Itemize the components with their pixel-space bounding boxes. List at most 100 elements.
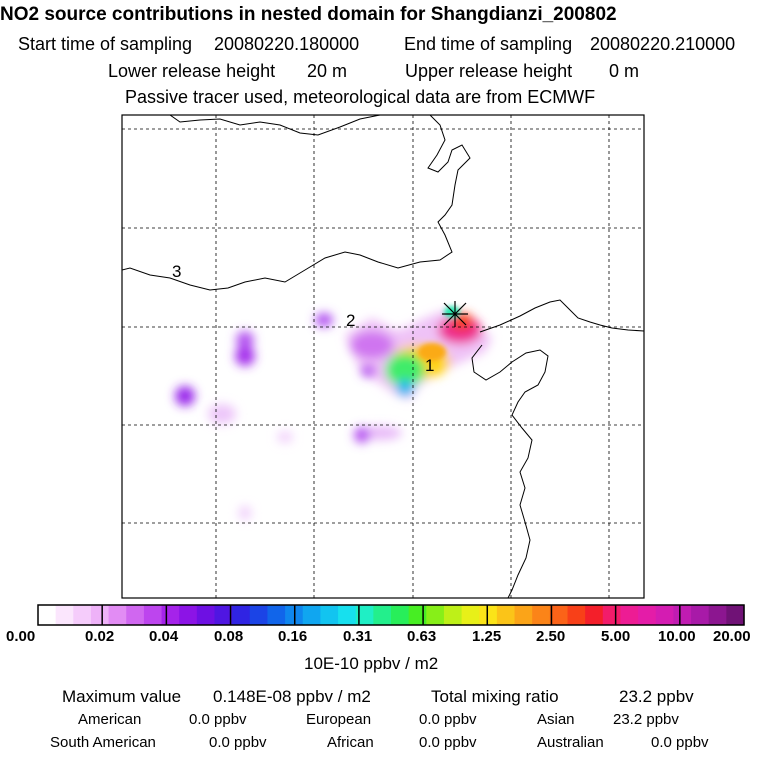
- colorbar-tick-label: 20.00: [713, 628, 751, 645]
- colorbar-cell: [338, 605, 357, 625]
- colorbar-cell: [691, 605, 710, 625]
- colorbar-cell: [567, 605, 586, 625]
- region-european-value: 0.0 ppbv: [419, 711, 477, 728]
- plume-purple-west: [350, 331, 394, 359]
- region-european-name: European: [306, 711, 372, 728]
- colorbar-cell: [620, 605, 639, 625]
- colorbar-cell: [196, 605, 216, 625]
- colorbar-tick-label: 0.16: [278, 628, 308, 645]
- patch-purple-left-1: [236, 331, 254, 349]
- colorbar-cell: [214, 605, 233, 625]
- region-australian-name: Australian: [537, 734, 604, 751]
- colorbar-cell: [126, 605, 145, 625]
- colorbar-cell: [90, 605, 110, 625]
- colorbar-cell: [232, 605, 251, 625]
- end-time-label: End time of sampling: [404, 34, 573, 54]
- colorbar-unit: 10E-10 ppbv / m2: [304, 654, 439, 673]
- colorbar-tick-marks: [101, 605, 681, 625]
- patch-lilac-south: [208, 404, 236, 424]
- colorbar-cell: [249, 605, 269, 625]
- release-site-marker: [442, 301, 468, 327]
- start-time-value: 20080220.180000: [214, 34, 360, 54]
- end-time-value: 20080220.210000: [590, 34, 736, 54]
- colorbar-cell: [496, 605, 516, 625]
- colorbar-tick-label: 0.08: [214, 628, 244, 645]
- colorbar-cell: [655, 605, 674, 625]
- colorbar-cell: [267, 605, 286, 625]
- colorbar-cell: [391, 605, 410, 625]
- patch-lilac-bottom: [239, 506, 251, 520]
- region-american-name: American: [78, 711, 142, 728]
- colorbar-cell: [320, 605, 339, 625]
- colorbar-cell: [673, 605, 692, 625]
- upper-height-value: 0 m: [609, 61, 640, 81]
- region-south-american-value: 0.0 ppbv: [209, 734, 267, 751]
- colorbar-tick-label: 0.04: [149, 628, 179, 645]
- colorbar-cell: [549, 605, 569, 625]
- colorbar-tick-label: 0.31: [343, 628, 373, 645]
- colorbar-cell: [355, 605, 374, 625]
- colorbar-tick-label: 1.25: [472, 628, 502, 645]
- region-asian-name: Asian: [537, 711, 575, 728]
- plume-layer: [175, 306, 492, 520]
- plume-orange-center: [418, 343, 446, 361]
- map-title: NO2 source contributions in nested domai…: [0, 4, 617, 25]
- colorbar-tick-label: 2.50: [536, 628, 566, 645]
- colorbar-cell: [514, 605, 533, 625]
- colorbar-cell: [302, 605, 321, 625]
- colorbar-cell: [585, 605, 604, 625]
- lower-height-label: Lower release height: [108, 61, 276, 81]
- region-label-2: 2: [346, 311, 355, 330]
- region-label-3: 3: [172, 262, 181, 281]
- colorbar-cell: [373, 605, 392, 625]
- plume-cyan-tail: [396, 380, 414, 396]
- region-label-1: 1: [425, 356, 434, 375]
- colorbar: [38, 605, 745, 625]
- colorbar-tick-label: 0.63: [407, 628, 437, 645]
- tracer-note: Passive tracer used, meteorological data…: [125, 87, 596, 107]
- total-mixing-value: 23.2 ppbv: [619, 687, 694, 706]
- colorbar-frame: [37, 604, 745, 626]
- colorbar-tick-label: 10.00: [658, 628, 696, 645]
- patch-purple-left-2: [235, 346, 255, 366]
- map-frame: [121, 114, 645, 599]
- colorbar-cell: [479, 605, 498, 625]
- colorbar-cell: [443, 605, 463, 625]
- colorbar-cell: [55, 605, 74, 625]
- colorbar-cell: [532, 605, 551, 625]
- colorbar-cell: [461, 605, 480, 625]
- plume-red-north: [450, 313, 474, 331]
- start-time-label: Start time of sampling: [18, 34, 193, 54]
- region-african-value: 0.0 ppbv: [419, 734, 477, 751]
- patch-pink-small: [277, 431, 293, 443]
- patch-purple-far-left: [175, 386, 195, 406]
- patch-purple-dot: [361, 365, 375, 377]
- total-mixing-label: Total mixing ratio: [431, 687, 559, 706]
- colorbar-cell: [602, 605, 622, 625]
- region-asian-value: 23.2 ppbv: [613, 711, 679, 728]
- colorbar-cell: [638, 605, 657, 625]
- max-value: 0.148E-08 ppbv / m2: [213, 687, 371, 706]
- colorbar-cell: [426, 605, 445, 625]
- country-boundaries: [122, 115, 644, 598]
- max-value-label: Maximum value: [62, 687, 182, 706]
- plume-green-ring: [385, 353, 425, 387]
- patch-purple-south: [354, 427, 370, 443]
- region-american-value: 0.0 ppbv: [189, 711, 247, 728]
- colorbar-cell: [408, 605, 427, 625]
- colorbar-cell: [143, 605, 163, 625]
- upper-height-label: Upper release height: [405, 61, 573, 81]
- patch-purple-north: [315, 313, 333, 327]
- colorbar-tick-label: 0.02: [85, 628, 115, 645]
- colorbar-cell: [708, 605, 727, 625]
- colorbar-cell: [726, 605, 745, 625]
- region-australian-value: 0.0 ppbv: [651, 734, 709, 751]
- colorbar-cell: [108, 605, 127, 625]
- colorbar-tick-label: 5.00: [601, 628, 631, 645]
- colorbar-cell: [179, 605, 198, 625]
- colorbar-cell: [161, 605, 180, 625]
- lower-height-value: 20 m: [307, 61, 348, 81]
- colorbar-cell: [38, 605, 57, 625]
- region-south-american-name: South American: [50, 734, 156, 751]
